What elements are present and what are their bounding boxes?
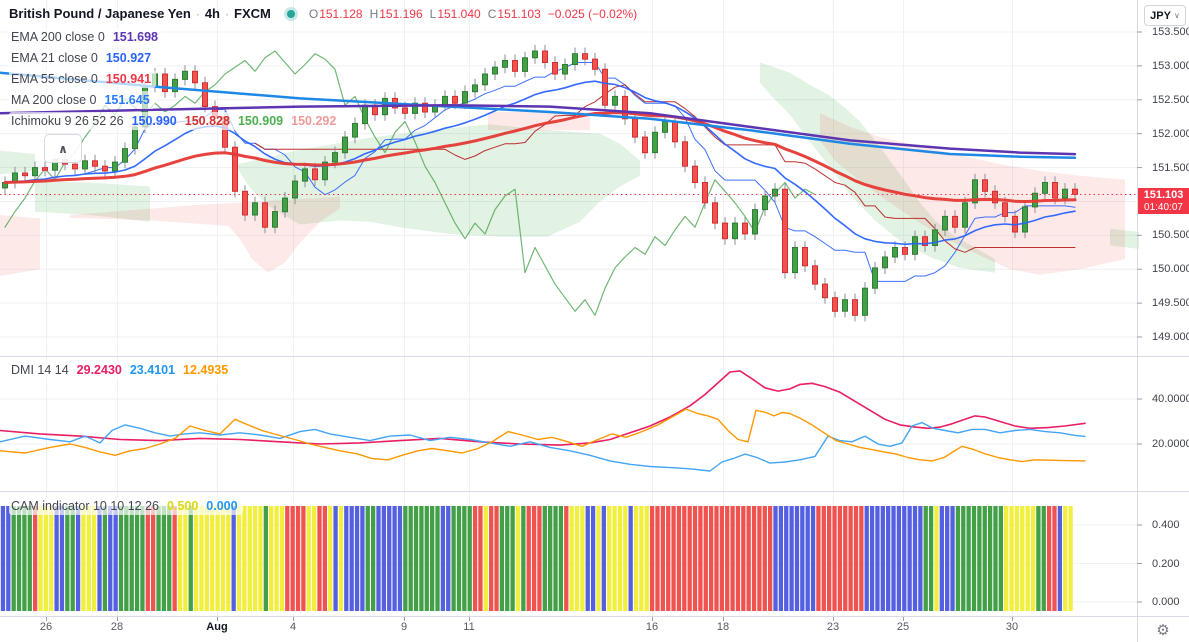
gear-icon: ⚙ <box>1156 621 1170 639</box>
legend-value: 0.500 <box>167 499 199 513</box>
legend-label: Ichimoku 9 26 52 26 <box>11 114 124 128</box>
cam-pane-legend: CAM indicator 10 10 12 26 0.500 0.000 <box>9 497 243 518</box>
currency-unit-button[interactable]: JPY ∨ <box>1144 5 1186 26</box>
time-tick-label: 9 <box>400 621 408 633</box>
price-tick-label: 150.500 <box>1152 229 1189 242</box>
low-value: 151.040 <box>437 6 481 21</box>
symbol-title[interactable]: British Pound / Japanese Yen <box>9 6 191 21</box>
time-tick-label: 26 <box>39 621 53 633</box>
legend-row[interactable]: EMA 55 close 0 150.941 <box>9 70 157 88</box>
dmi-tick-label: 40.0000 <box>1152 393 1189 405</box>
low-label: L <box>429 6 437 21</box>
time-tick-label: 18 <box>716 621 730 633</box>
time-tick-label: 16 <box>645 621 659 633</box>
exchange-label: FXCM <box>234 6 271 21</box>
legend-value: 29.2430 <box>76 363 122 377</box>
cam-tick-label: 0.400 <box>1152 519 1180 531</box>
dmi-lines <box>0 370 1086 472</box>
bar-countdown: 01:40:07 <box>1144 202 1183 213</box>
legend-value: 150.828 <box>184 114 230 128</box>
time-tick-label: 28 <box>110 621 124 633</box>
high-label: H <box>369 6 379 21</box>
price-tick-label: 153.000 <box>1152 59 1189 72</box>
close-value: 151.103 <box>497 6 541 21</box>
main-pane-legend: EMA 200 close 0 151.698 EMA 21 close 0 150.… <box>9 28 342 133</box>
moving-average-lines <box>0 71 1077 246</box>
price-tick-label: 149.500 <box>1152 297 1189 310</box>
legend-value: 150.941 <box>105 72 152 86</box>
legend-row[interactable]: DMI 14 14 29.2430 23.4101 12.4935 <box>9 361 234 379</box>
legend-value: 151.698 <box>112 30 158 44</box>
cam-axis[interactable]: 0.400 0.200 0.000 <box>1143 0 1189 642</box>
time-tick-label: 30 <box>1005 621 1019 633</box>
legend-row[interactable]: EMA 21 close 0 150.927 <box>9 49 157 67</box>
legend-value: 0.000 <box>206 499 238 513</box>
market-status-icon <box>286 9 295 18</box>
close-label: C <box>487 6 497 21</box>
legend-row[interactable]: Ichimoku 9 26 52 26 150.990 150.828 150.909… <box>9 112 342 130</box>
legend-value: 150.927 <box>105 51 152 65</box>
interval-label[interactable]: 4h <box>204 6 220 21</box>
time-axis[interactable]: 26 28 Aug 4 9 11 16 18 23 25 30 <box>0 617 1137 642</box>
legend-value: 150.292 <box>291 114 337 128</box>
header-separator: · <box>225 6 229 21</box>
currency-label: JPY <box>1150 9 1171 22</box>
chart-header: British Pound / Japanese Yen · 4h · FXCM… <box>9 6 644 21</box>
ohlc-readout: O151.128 H151.196 L151.040 C151.103 −0.025 (… <box>309 7 644 21</box>
price-tick-label: 149.000 <box>1152 331 1189 343</box>
price-axis[interactable]: 153.500 153.000 152.500 152.000 151.500 150.5… <box>1143 0 1189 642</box>
legend-value: 12.4935 <box>183 363 229 377</box>
chevron-up-icon: ∧ <box>58 141 68 156</box>
price-tick-label: 152.500 <box>1152 93 1189 106</box>
legend-label: CAM indicator 10 10 12 26 <box>11 499 160 513</box>
price-tick-label: 152.000 <box>1152 127 1189 140</box>
chevron-down-icon: ∨ <box>1173 11 1180 20</box>
legend-label: EMA 200 close 0 <box>11 30 105 44</box>
legend-row[interactable]: CAM indicator 10 10 12 26 0.500 0.000 <box>9 497 243 515</box>
price-tick-label: 151.500 <box>1152 161 1189 174</box>
last-price-value: 151.103 <box>1143 189 1184 201</box>
open-value: 151.128 <box>319 6 363 21</box>
legend-row[interactable]: MA 200 close 0 151.645 <box>9 91 155 109</box>
dmi-tick-label: 20.0000 <box>1152 438 1189 450</box>
legend-row[interactable]: EMA 200 close 0 151.698 <box>9 28 163 46</box>
dmi-pane-legend: DMI 14 14 29.2430 23.4101 12.4935 <box>9 361 234 382</box>
cam-bars <box>0 506 1073 611</box>
price-tick-label: 150.000 <box>1152 263 1189 276</box>
time-tick-label: 23 <box>826 621 840 633</box>
legend-label: EMA 21 close 0 <box>11 51 98 65</box>
legend-label: DMI 14 14 <box>11 363 69 377</box>
header-separator: · <box>195 6 200 21</box>
time-tick-label: Aug <box>206 621 228 633</box>
legend-label: MA 200 close 0 <box>11 93 97 107</box>
legend-value: 151.645 <box>104 93 150 107</box>
high-value: 151.196 <box>379 6 423 21</box>
open-label: O <box>308 6 319 21</box>
legend-value: 150.990 <box>131 114 177 128</box>
cam-tick-label: 0.200 <box>1152 557 1180 570</box>
legend-label: EMA 55 close 0 <box>11 72 98 86</box>
last-price-tag: 151.103 01:40:07 <box>1138 188 1189 214</box>
chevron-up-button[interactable]: ∧ <box>44 134 82 163</box>
axis-ticks <box>46 31 1142 621</box>
dmi-axis[interactable]: 40.0000 20.0000 <box>1143 0 1189 642</box>
time-tick-label: 4 <box>289 621 297 633</box>
price-tick-label: 153.500 <box>1152 26 1189 38</box>
time-tick-label: 11 <box>463 621 475 633</box>
change-value: −0.025 (−0.02%) <box>547 6 638 21</box>
legend-value: 23.4101 <box>129 363 176 377</box>
cam-tick-label: 0.000 <box>1152 596 1180 608</box>
time-tick-label: 25 <box>896 621 910 633</box>
axis-settings-button[interactable]: ⚙ <box>1137 617 1189 642</box>
legend-value: 150.909 <box>237 114 284 128</box>
